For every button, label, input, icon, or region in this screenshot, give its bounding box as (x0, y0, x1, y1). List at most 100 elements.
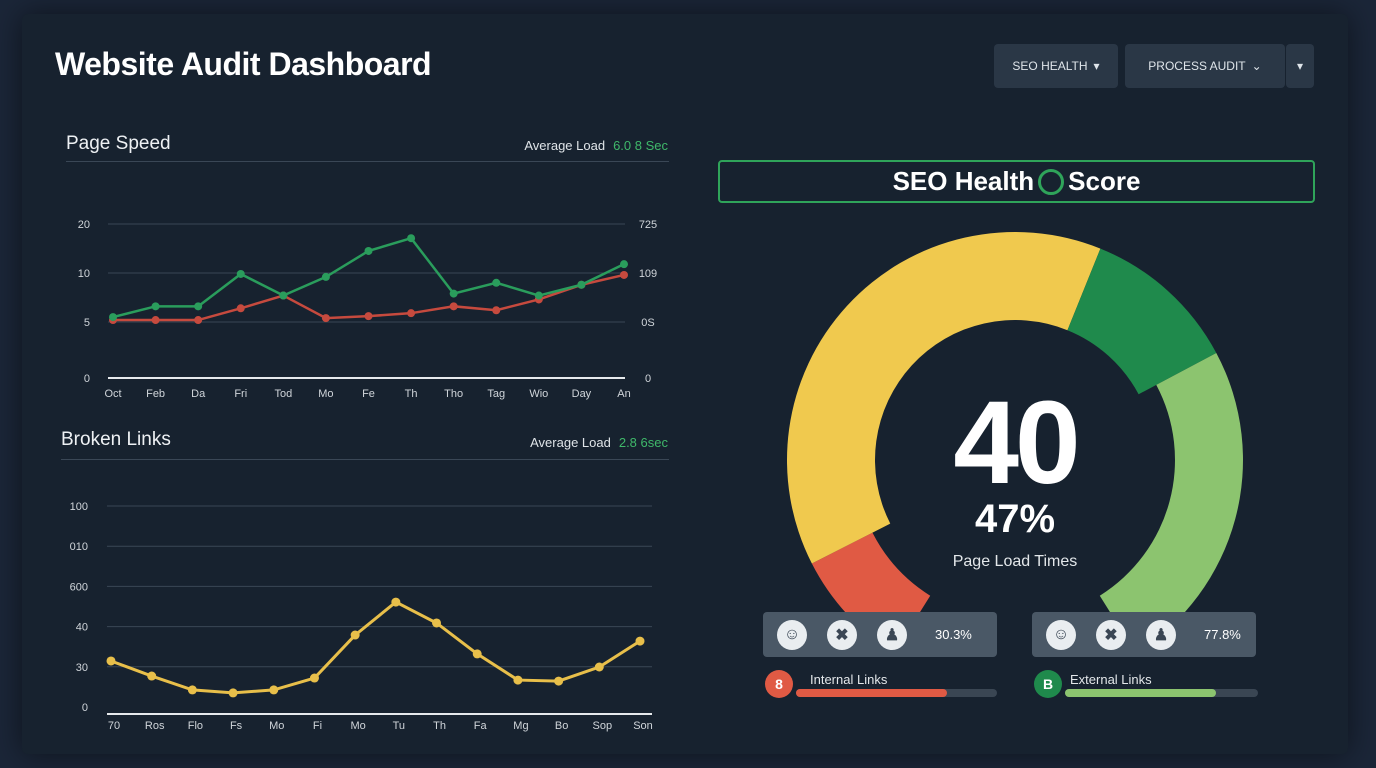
y-tick-label: 40 (76, 622, 88, 634)
external-links-label: External Links (1070, 672, 1152, 687)
x-tick-label: Day (572, 388, 592, 400)
external-links-percent: 77.8% (1204, 627, 1241, 642)
internal-links-label: Internal Links (810, 672, 888, 687)
x-tick-label: An (617, 388, 630, 400)
x-tick-label: Fa (474, 720, 488, 732)
score-title-b: Score (1068, 166, 1141, 196)
x-tick-label: Wio (529, 388, 548, 400)
y-tick-label: 30 (76, 662, 88, 674)
x-tick-label: 70 (108, 720, 120, 732)
process-audit-dropdown[interactable]: PROCESS AUDIT ⌄ (1125, 44, 1285, 88)
data-point (194, 302, 203, 311)
more-dropdown-button[interactable]: ▾ (1286, 44, 1314, 88)
x-tick-label: Son (633, 720, 653, 732)
team-icon: ♟ (877, 619, 907, 650)
data-point (194, 316, 203, 325)
seo-health-dropdown[interactable]: SEO HEALTH ▾ (994, 44, 1118, 88)
user-icon: ☺ (1046, 619, 1076, 650)
chevron-down-icon: ▾ (1296, 59, 1304, 73)
avg-value: 6.0 8 Sec (613, 138, 668, 153)
internal-links-percent: 30.3% (935, 627, 972, 642)
y-right-tick-label: 0S (641, 317, 654, 329)
data-point (554, 676, 564, 686)
internal-links-badge: 8 (765, 670, 793, 698)
avg-value: 2.8 6sec (618, 435, 668, 450)
data-point (364, 246, 373, 255)
x-tick-label: Ros (145, 720, 165, 732)
x-tick-label: Tag (487, 388, 505, 400)
page-speed-average: Average Load 6.0 8 Sec (524, 138, 668, 153)
external-links-badge: B (1034, 670, 1062, 698)
data-point (228, 688, 238, 698)
x-tick-label: Tho (444, 388, 463, 400)
data-point (391, 597, 401, 607)
gauge-segment (1067, 248, 1217, 395)
tools-icon: ✖ (827, 619, 857, 650)
data-point (449, 302, 458, 311)
data-point (449, 289, 458, 298)
avg-label: Average Load (530, 435, 611, 450)
y-tick-label: 600 (70, 581, 88, 593)
data-point (187, 685, 197, 695)
data-point (309, 673, 319, 683)
divider (61, 459, 669, 460)
x-tick-label: Th (405, 388, 418, 400)
series-line (110, 600, 641, 695)
score-caption: Page Load Times (952, 553, 1078, 570)
x-tick-label: Mg (513, 720, 528, 732)
x-tick-label: Flo (188, 720, 203, 732)
data-point (321, 272, 330, 281)
internal-links-stat-card: ☺ ✖ ♟ 30.3% (763, 612, 997, 657)
data-point (513, 675, 523, 685)
data-point (269, 685, 279, 695)
y-tick-label: 0 (84, 373, 90, 385)
data-point (594, 662, 604, 672)
data-point (620, 260, 628, 269)
data-point (472, 649, 482, 659)
data-point (407, 309, 416, 318)
data-point (106, 656, 116, 666)
data-point (432, 618, 442, 628)
progress-fill (796, 689, 947, 697)
y-right-tick-label: 109 (639, 268, 657, 280)
x-tick-label: Fs (230, 720, 243, 732)
internal-links-progress (796, 689, 997, 697)
score-value: 40 (953, 377, 1080, 509)
page-speed-chart: 0 0 5 0S 10 109 20 725 Oct Feb Da Fri Tod Mo Fe Th Tho Ta… (78, 219, 657, 400)
seo-health-label: SEO HEALTH (1012, 59, 1088, 73)
x-tick-label: Mo (318, 388, 333, 400)
data-point (492, 278, 501, 287)
external-links-progress (1065, 689, 1258, 697)
y-right-tick-label: 0 (645, 373, 651, 385)
page-title: Website Audit Dashboard (55, 46, 432, 82)
y-tick-label: 010 (70, 541, 88, 553)
score-title-a: SEO Health (892, 166, 1035, 196)
score-percent: 47% (974, 497, 1056, 541)
user-icon: ☺ (777, 619, 807, 650)
x-tick-label: Fi (313, 720, 322, 732)
y-tick-label: 0 (82, 702, 88, 714)
y-tick-label: 100 (70, 501, 88, 513)
data-point (236, 269, 245, 278)
data-point (492, 306, 501, 315)
chevron-down-icon: ⌄ (1251, 59, 1262, 73)
x-tick-label: Sop (593, 720, 613, 732)
x-tick-label: Tu (393, 720, 405, 732)
data-point (147, 671, 157, 681)
seo-health-score-header: SEO Health Score (718, 160, 1315, 203)
y-tick-label: 5 (84, 317, 90, 329)
gauge-segment (787, 232, 1101, 564)
progress-fill (1065, 689, 1216, 697)
data-point (279, 291, 288, 300)
broken-links-average: Average Load 2.8 6sec (530, 435, 668, 450)
broken-links-chart: 0 30 40 600 010 100 70 Ros Flo Fs Mo Fi Mo Tu Th Fa Mg Bo… (70, 501, 653, 732)
y-tick-label: 10 (78, 268, 90, 280)
x-tick-label: Fri (234, 388, 247, 400)
x-tick-label: Th (433, 720, 446, 732)
leaf-icon (1038, 168, 1065, 195)
x-tick-label: Mo (351, 720, 366, 732)
data-point (407, 234, 416, 243)
data-point (151, 302, 160, 311)
process-audit-label: PROCESS AUDIT (1148, 59, 1246, 73)
data-point (534, 291, 543, 300)
